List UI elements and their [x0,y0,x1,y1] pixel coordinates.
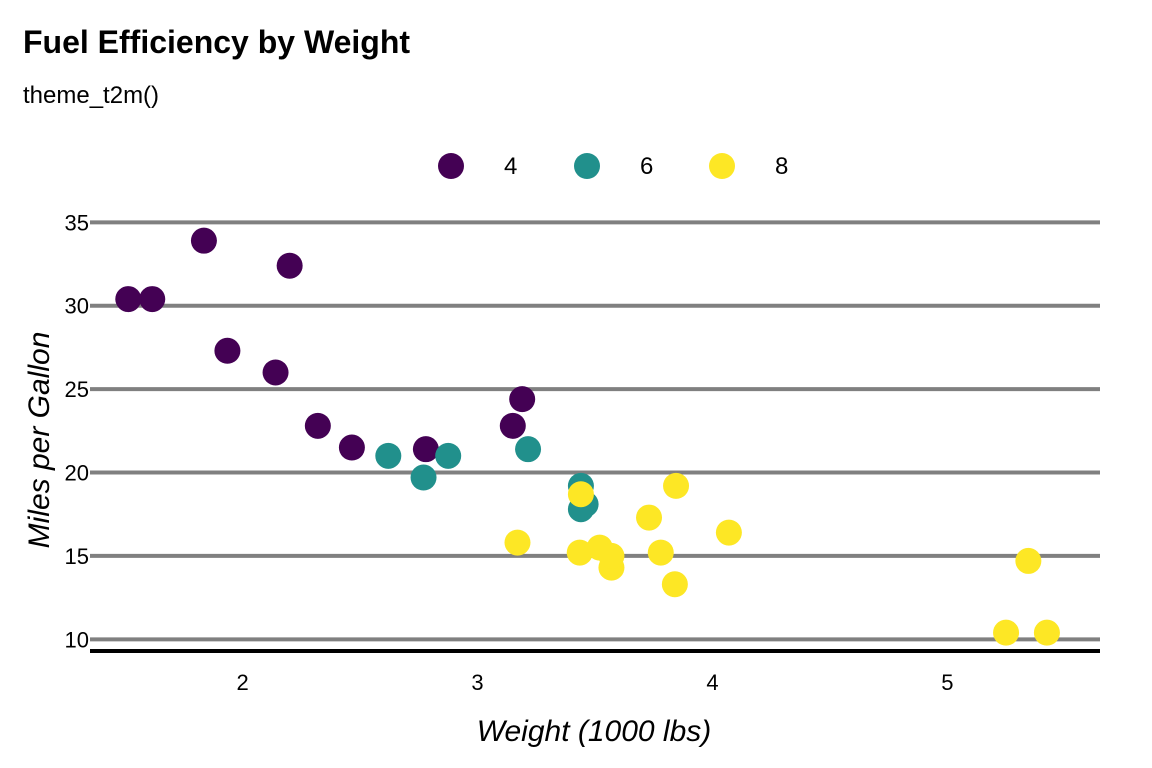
data-point-4 [115,286,142,313]
legend-label-4: 4 [504,153,517,180]
x-axis-label: Weight (1000 lbs) [477,715,712,748]
data-point-8 [993,619,1020,646]
data-point-8 [567,481,594,508]
x-tick-label: 4 [706,670,718,695]
data-point-6 [435,442,462,469]
data-point-8 [566,539,593,566]
chart-subtitle: theme_t2m() [23,82,160,109]
legend-key-6 [574,153,600,179]
x-tick-label: 5 [941,670,953,695]
y-tick-label: 25 [65,377,89,402]
legend-key-8 [709,153,735,179]
data-point-8 [1033,619,1060,646]
data-point-4 [262,359,289,386]
data-point-8 [715,519,742,546]
legend-label-8: 8 [775,153,788,180]
data-point-6 [410,464,437,491]
data-point-4 [276,252,303,279]
x-tick-label: 3 [471,670,483,695]
data-point-4 [338,434,365,461]
data-point-4 [412,436,439,463]
data-point-4 [499,412,526,439]
data-point-4 [304,412,331,439]
data-point-8 [598,542,625,569]
data-point-4 [190,227,217,254]
y-tick-label: 20 [65,461,89,486]
y-axis-label: Miles per Gallon [23,332,56,549]
legend-key-4 [438,153,464,179]
data-point-8 [1015,547,1042,574]
y-tick-label: 15 [65,544,89,569]
y-tick-label: 30 [65,294,89,319]
legend: 4 6 8 [438,153,788,180]
y-tick-label: 35 [65,210,89,235]
chart-title: Fuel Efficiency by Weight [23,24,411,60]
gridlines [90,220,1100,642]
x-tick-label: 2 [237,670,249,695]
y-tick-label: 10 [65,627,89,652]
data-point-8 [663,472,690,499]
y-axis-ticks: 10 15 20 25 30 35 [65,210,89,652]
data-point-6 [375,442,402,469]
data-point-8 [661,571,688,598]
data-point-6 [515,436,542,463]
data-point-8 [647,539,674,566]
data-point-8 [504,529,531,556]
data-point-4 [139,286,166,313]
legend-label-6: 6 [640,153,653,180]
data-point-4 [509,386,536,413]
data-points [115,227,1060,646]
data-point-8 [636,504,663,531]
data-point-4 [214,337,241,364]
x-axis-ticks: 2 3 4 5 [237,670,954,695]
